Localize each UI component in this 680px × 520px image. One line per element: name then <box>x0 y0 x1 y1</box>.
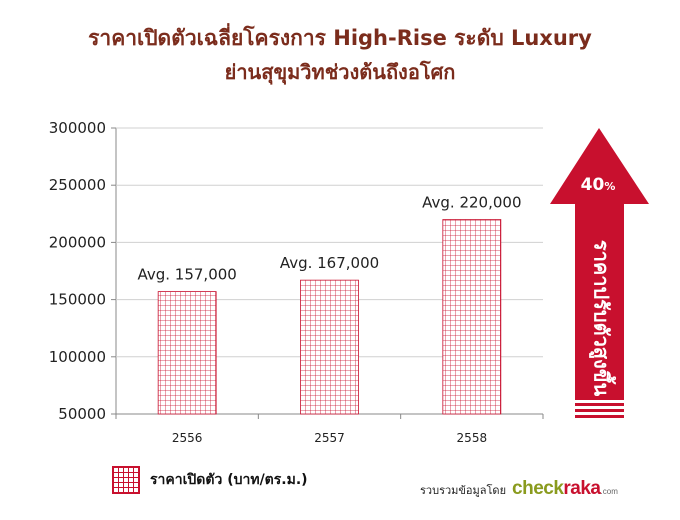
arrow-percent: 40% <box>581 175 616 195</box>
y-tick-label: 200000 <box>49 233 106 251</box>
credit: รวบรวมข้อมูลโดย checkraka.com <box>420 478 618 500</box>
brand-logo: checkraka.com <box>512 478 618 499</box>
y-tick-label: 250000 <box>49 176 106 194</box>
legend: ราคาเปิดตัว (บาท/ตร.ม.) <box>112 466 308 494</box>
increase-arrow: 40% ราคาปรับตัวสูงขึ้น <box>550 128 649 418</box>
x-tick-label: 2558 <box>457 431 488 445</box>
y-tick-label: 150000 <box>49 291 106 309</box>
y-tick-label: 100000 <box>49 348 106 366</box>
bar <box>157 291 217 415</box>
data-label: Avg. 167,000 <box>280 254 379 272</box>
chart-title: ราคาเปิดตัวเฉลี่ยโครงการ High-Rise ระดับ… <box>88 26 592 50</box>
y-tick-label: 50000 <box>58 405 106 423</box>
arrow-stripe <box>575 403 624 406</box>
x-tick-label: 2557 <box>314 431 345 445</box>
credit-label: รวบรวมข้อมูลโดย <box>420 484 507 497</box>
x-tick-label: 2556 <box>172 431 203 445</box>
bar <box>442 219 502 415</box>
arrow-stripe <box>575 409 624 412</box>
legend-label: ราคาเปิดตัว (บาท/ตร.ม.) <box>150 472 308 488</box>
y-tick-label: 300000 <box>49 119 106 137</box>
data-label: Avg. 220,000 <box>422 194 521 212</box>
bar <box>300 279 359 415</box>
data-label: Avg. 157,000 <box>137 266 236 284</box>
arrow-stripe <box>575 415 624 418</box>
legend-swatch <box>112 466 140 494</box>
arrow-label: ราคาปรับตัวสูงขึ้น <box>588 240 617 397</box>
arrow-shape <box>550 128 649 400</box>
chart-subtitle: ย่านสุขุมวิทช่วงต้นถึงอโศก <box>224 60 456 84</box>
